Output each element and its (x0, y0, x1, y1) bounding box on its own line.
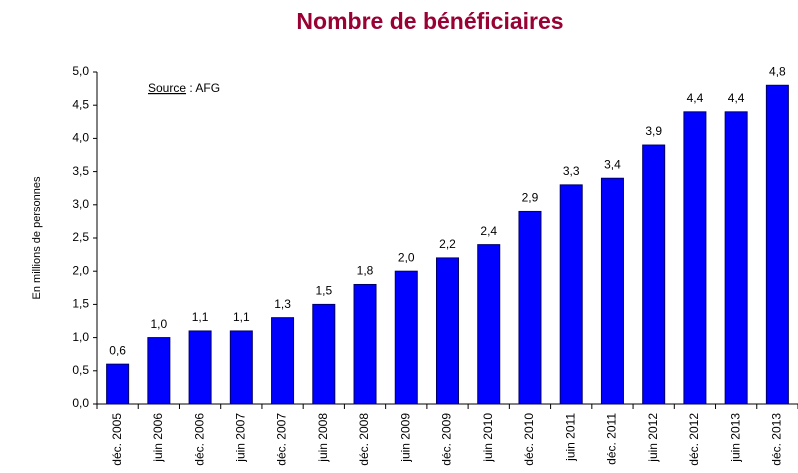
value-label: 3,4 (604, 157, 621, 171)
x-tick-label: déc. 2007 (275, 413, 289, 466)
x-tick-label: déc. 2009 (440, 413, 454, 466)
value-label: 2,9 (522, 191, 539, 205)
x-tick-label: déc. 2010 (522, 413, 536, 466)
y-tick-label: 0,0 (72, 396, 89, 410)
value-label: 1,5 (315, 284, 332, 298)
y-tick-label: 3,0 (72, 197, 89, 211)
value-label: 1,8 (357, 264, 374, 278)
value-label: 2,0 (398, 250, 415, 264)
bar (353, 283, 377, 405)
value-label: 1,0 (151, 317, 168, 331)
bar (147, 337, 171, 405)
x-tick-label: juin 2009 (398, 413, 412, 463)
bar (312, 303, 336, 405)
x-tick-label: déc. 2008 (357, 413, 371, 466)
y-tick-label: 1,5 (72, 297, 89, 311)
value-label: 4,4 (687, 91, 704, 105)
x-tick-label: juin 2006 (151, 413, 165, 463)
bar (642, 144, 666, 405)
bar (436, 257, 459, 405)
bar (683, 111, 707, 405)
value-label: 1,1 (233, 310, 250, 324)
bar (600, 177, 624, 405)
bar (106, 363, 130, 405)
x-tick-label: juin 2013 (728, 413, 742, 463)
bar (765, 84, 789, 405)
y-tick-label: 2,0 (72, 263, 89, 277)
y-axis-label: En millions de personnes (31, 176, 43, 299)
value-label: 1,1 (192, 310, 209, 324)
value-label: 3,9 (645, 124, 662, 138)
x-tick-label: juin 2011 (563, 413, 577, 462)
bar (477, 244, 501, 405)
value-label: 0,6 (109, 343, 126, 357)
y-tick-label: 3,5 (72, 164, 89, 178)
value-label: 3,3 (563, 164, 580, 178)
y-tick-label: 1,0 (72, 330, 89, 344)
x-tick-label: juin 2010 (481, 413, 495, 463)
x-tick-label: déc. 2006 (192, 413, 206, 466)
x-tick-label: juin 2007 (233, 413, 247, 463)
value-label: 4,8 (769, 64, 786, 78)
annotation: Source : AFG (148, 81, 220, 95)
y-tick-label: 4,0 (72, 131, 89, 145)
x-tick-label: juin 2008 (316, 413, 330, 463)
value-label: 4,4 (728, 91, 745, 105)
x-tick-label: déc. 2012 (687, 413, 701, 466)
value-label: 2,4 (480, 224, 497, 238)
y-tick-label: 0,5 (72, 363, 89, 377)
bar (271, 317, 295, 405)
y-tick-label: 2,5 (72, 230, 89, 244)
bar (724, 111, 748, 405)
chart-title: Nombre de bénéficiaires (296, 8, 563, 34)
bar (559, 184, 583, 405)
bar (188, 330, 212, 405)
bar (229, 330, 253, 405)
x-tick-label: déc. 2005 (110, 413, 124, 466)
value-label: 1,3 (274, 297, 291, 311)
value-label: 2,2 (439, 237, 456, 251)
x-tick-label: déc. 2011 (605, 413, 619, 465)
y-tick-label: 4,5 (72, 97, 89, 111)
bar (518, 210, 542, 405)
x-tick-label: déc. 2013 (770, 413, 784, 466)
x-tick-label: juin 2012 (646, 413, 660, 463)
y-tick-label: 5,0 (72, 64, 89, 78)
bar (394, 270, 418, 405)
